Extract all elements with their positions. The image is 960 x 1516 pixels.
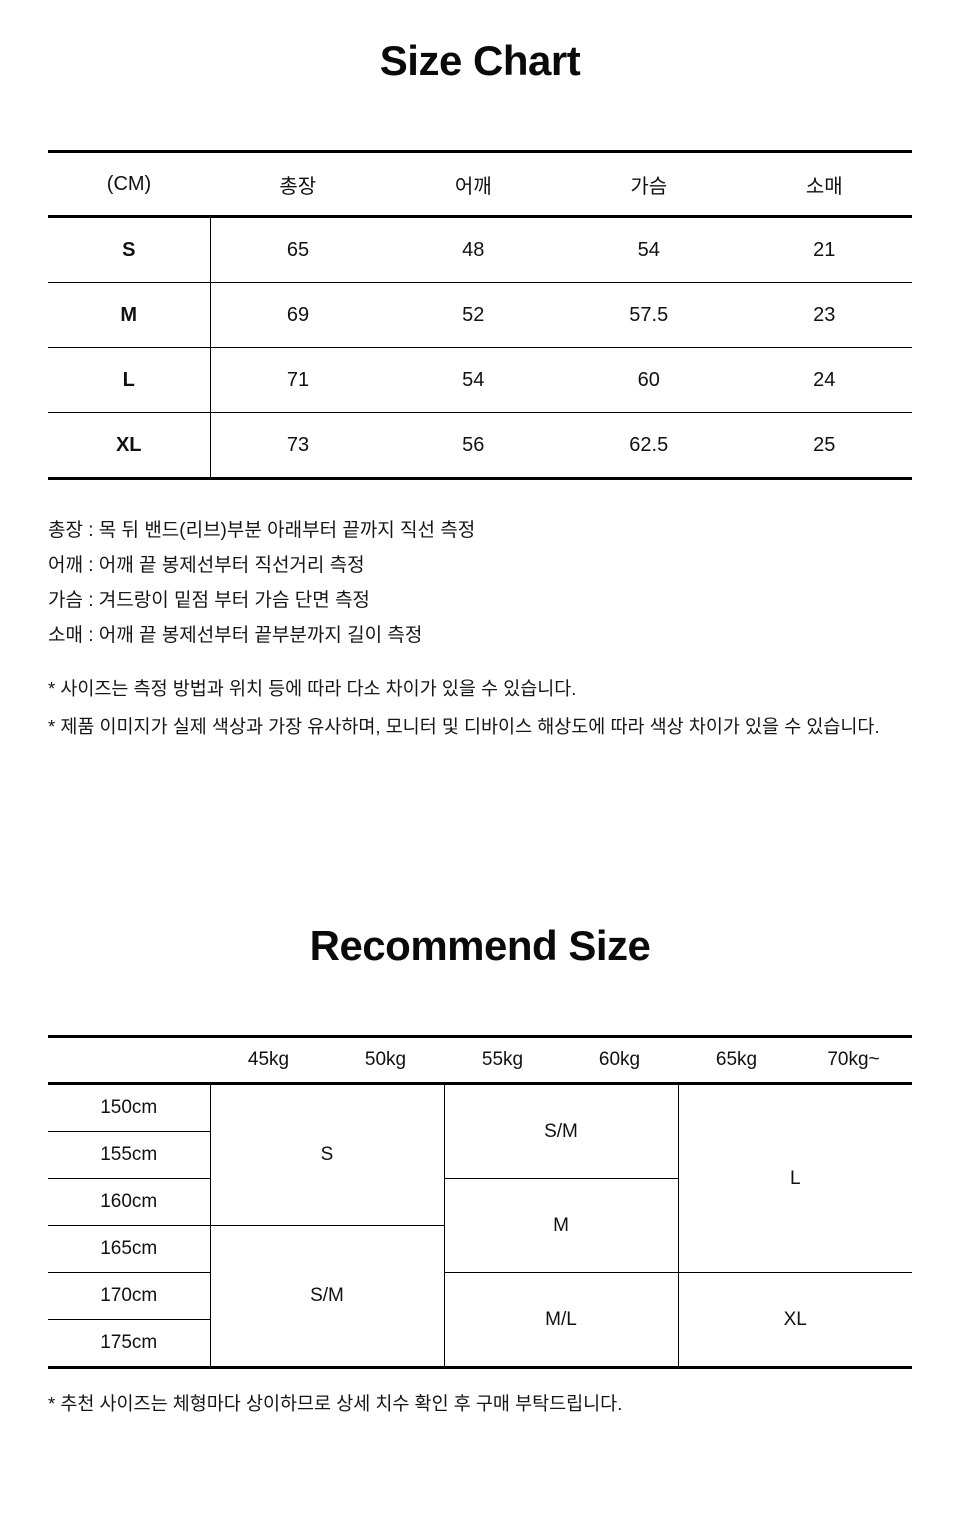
measurement-note-chest: 가슴 : 겨드랑이 밑점 부터 가슴 단면 측정 <box>48 590 370 611</box>
recommend-cell-s: S <box>320 1144 334 1165</box>
recommend-tbody: 150cm S S/M L 155cm 160cm M 165cm S/M 17… <box>48 1083 912 1368</box>
column-header-sleeve: 소매 <box>736 151 912 218</box>
cell-shoulder: 48 <box>462 238 485 261</box>
height-label-175cm: 175cm <box>48 1319 211 1368</box>
recommend-corner-cell <box>48 1036 210 1085</box>
cell-chest: 57.5 <box>561 282 737 348</box>
weight-header-55kg: 55kg <box>444 1036 561 1085</box>
weight-header-65kg: 65kg <box>678 1036 795 1085</box>
disclaimer-measurement: * 사이즈는 측정 방법과 위치 등에 따라 다소 차이가 있을 수 있습니다. <box>48 678 577 699</box>
table-row: 175cm <box>48 1319 912 1368</box>
column-header-length: 총장 <box>210 151 386 218</box>
measurement-note-shoulder: 어깨 : 어깨 끝 봉제선부터 직선거리 측정 <box>48 555 365 576</box>
height-label-160cm: 160cm <box>48 1178 211 1226</box>
cell-length: 73 <box>210 412 386 479</box>
cell-shoulder: 52 <box>385 282 561 348</box>
height-label-170cm: 170cm <box>48 1272 211 1320</box>
weight-header-70kg: 70kg~ <box>795 1036 912 1085</box>
cell-length: 71 <box>210 347 386 413</box>
size-chart-header-row: (CM) 총장 어깨 가슴 소매 <box>48 151 912 218</box>
cell-sleeve: 24 <box>736 347 912 413</box>
cell-shoulder: 56 <box>385 412 561 479</box>
recommend-cell-l: L <box>677 1083 912 1273</box>
row-header-size: S <box>48 216 211 283</box>
cell-sleeve: 21 <box>813 238 836 261</box>
table-row: 165cm S/M <box>48 1225 912 1368</box>
measurement-note-sleeve: 소매 : 어깨 끝 봉제선부터 끝부분까지 길이 측정 <box>48 625 423 646</box>
recommend-size-table: 45kg 50kg 55kg 60kg 65kg 70kg~ 150cm S S… <box>48 1035 912 1369</box>
table-row: XL 73 56 62.5 25 <box>48 412 912 479</box>
measurement-note-length: 총장 : 목 뒤 밴드(리브)부분 아래부터 끝까지 직선 측정 <box>48 520 476 541</box>
recommend-thead: 45kg 50kg 55kg 60kg 65kg 70kg~ <box>48 1036 912 1085</box>
column-header-chest: 가슴 <box>561 151 737 218</box>
cell-chest: 62.5 <box>561 412 737 479</box>
weight-header-45kg: 45kg <box>210 1036 327 1085</box>
weight-header-60kg: 60kg <box>561 1036 678 1085</box>
table-row: L 71 54 60 24 <box>48 347 912 413</box>
table-row: 160cm M <box>48 1178 912 1273</box>
column-header-unit: (CM) <box>48 151 210 218</box>
table-row: S 65 48 54 21 <box>48 216 912 283</box>
column-header-shoulder: 어깨 <box>385 151 561 218</box>
cell-chest: 60 <box>561 347 737 413</box>
recommend-cell-sm-lower: S/M <box>210 1225 444 1368</box>
recommend-cell-m: M <box>443 1178 678 1273</box>
height-label-165cm: 165cm <box>48 1225 211 1273</box>
table-row: 170cm M/L XL <box>48 1272 912 1368</box>
recommend-size-heading: Recommend Size <box>309 922 651 969</box>
weight-header-50kg: 50kg <box>327 1036 444 1085</box>
cell-length: 69 <box>210 282 386 348</box>
cell-sleeve: 25 <box>736 412 912 479</box>
table-row: 155cm <box>48 1131 912 1179</box>
recommend-cell-sm-upper: S/M <box>443 1083 678 1179</box>
disclaimer-color: * 제품 이미지가 실제 색상과 가장 유사하며, 모니터 및 디바이스 해상도… <box>48 716 880 737</box>
size-chart-thead: (CM) 총장 어깨 가슴 소매 <box>48 151 912 218</box>
recommend-cell-xl: XL <box>677 1272 912 1368</box>
recommend-size-note: * 추천 사이즈는 체형마다 상이하므로 상세 치수 확인 후 구매 부탁드립니… <box>48 1393 623 1414</box>
cell-shoulder: 54 <box>385 347 561 413</box>
cell-sleeve: 23 <box>736 282 912 348</box>
recommend-cell-ml: M/L <box>443 1272 678 1368</box>
row-header-size: L <box>48 347 211 413</box>
disclaimer-notes: * 사이즈는 측정 방법과 위치 등에 따라 다소 차이가 있을 수 있습니다.… <box>48 670 880 746</box>
cell-chest: 54 <box>637 238 660 261</box>
table-row: 150cm S S/M L <box>48 1083 912 1273</box>
height-label-155cm: 155cm <box>48 1131 211 1179</box>
size-chart-heading: Size Chart <box>379 37 581 84</box>
recommend-header-row: 45kg 50kg 55kg 60kg 65kg 70kg~ <box>48 1036 912 1085</box>
size-chart-tbody: S 65 48 54 21 M 69 52 57.5 23 L 71 54 60… <box>48 216 912 479</box>
row-header-size: M <box>48 282 211 348</box>
table-row: M 69 52 57.5 23 <box>48 282 912 348</box>
cell-length: 65 <box>286 238 310 261</box>
height-label-150cm: 150cm <box>48 1083 211 1132</box>
measurement-notes: 총장 : 목 뒤 밴드(리브)부분 아래부터 끝까지 직선 측정 어깨 : 어깨… <box>48 513 475 653</box>
size-chart-table: (CM) 총장 어깨 가슴 소매 S 65 48 54 21 M 69 52 5… <box>48 150 912 480</box>
row-header-size: XL <box>48 412 211 479</box>
